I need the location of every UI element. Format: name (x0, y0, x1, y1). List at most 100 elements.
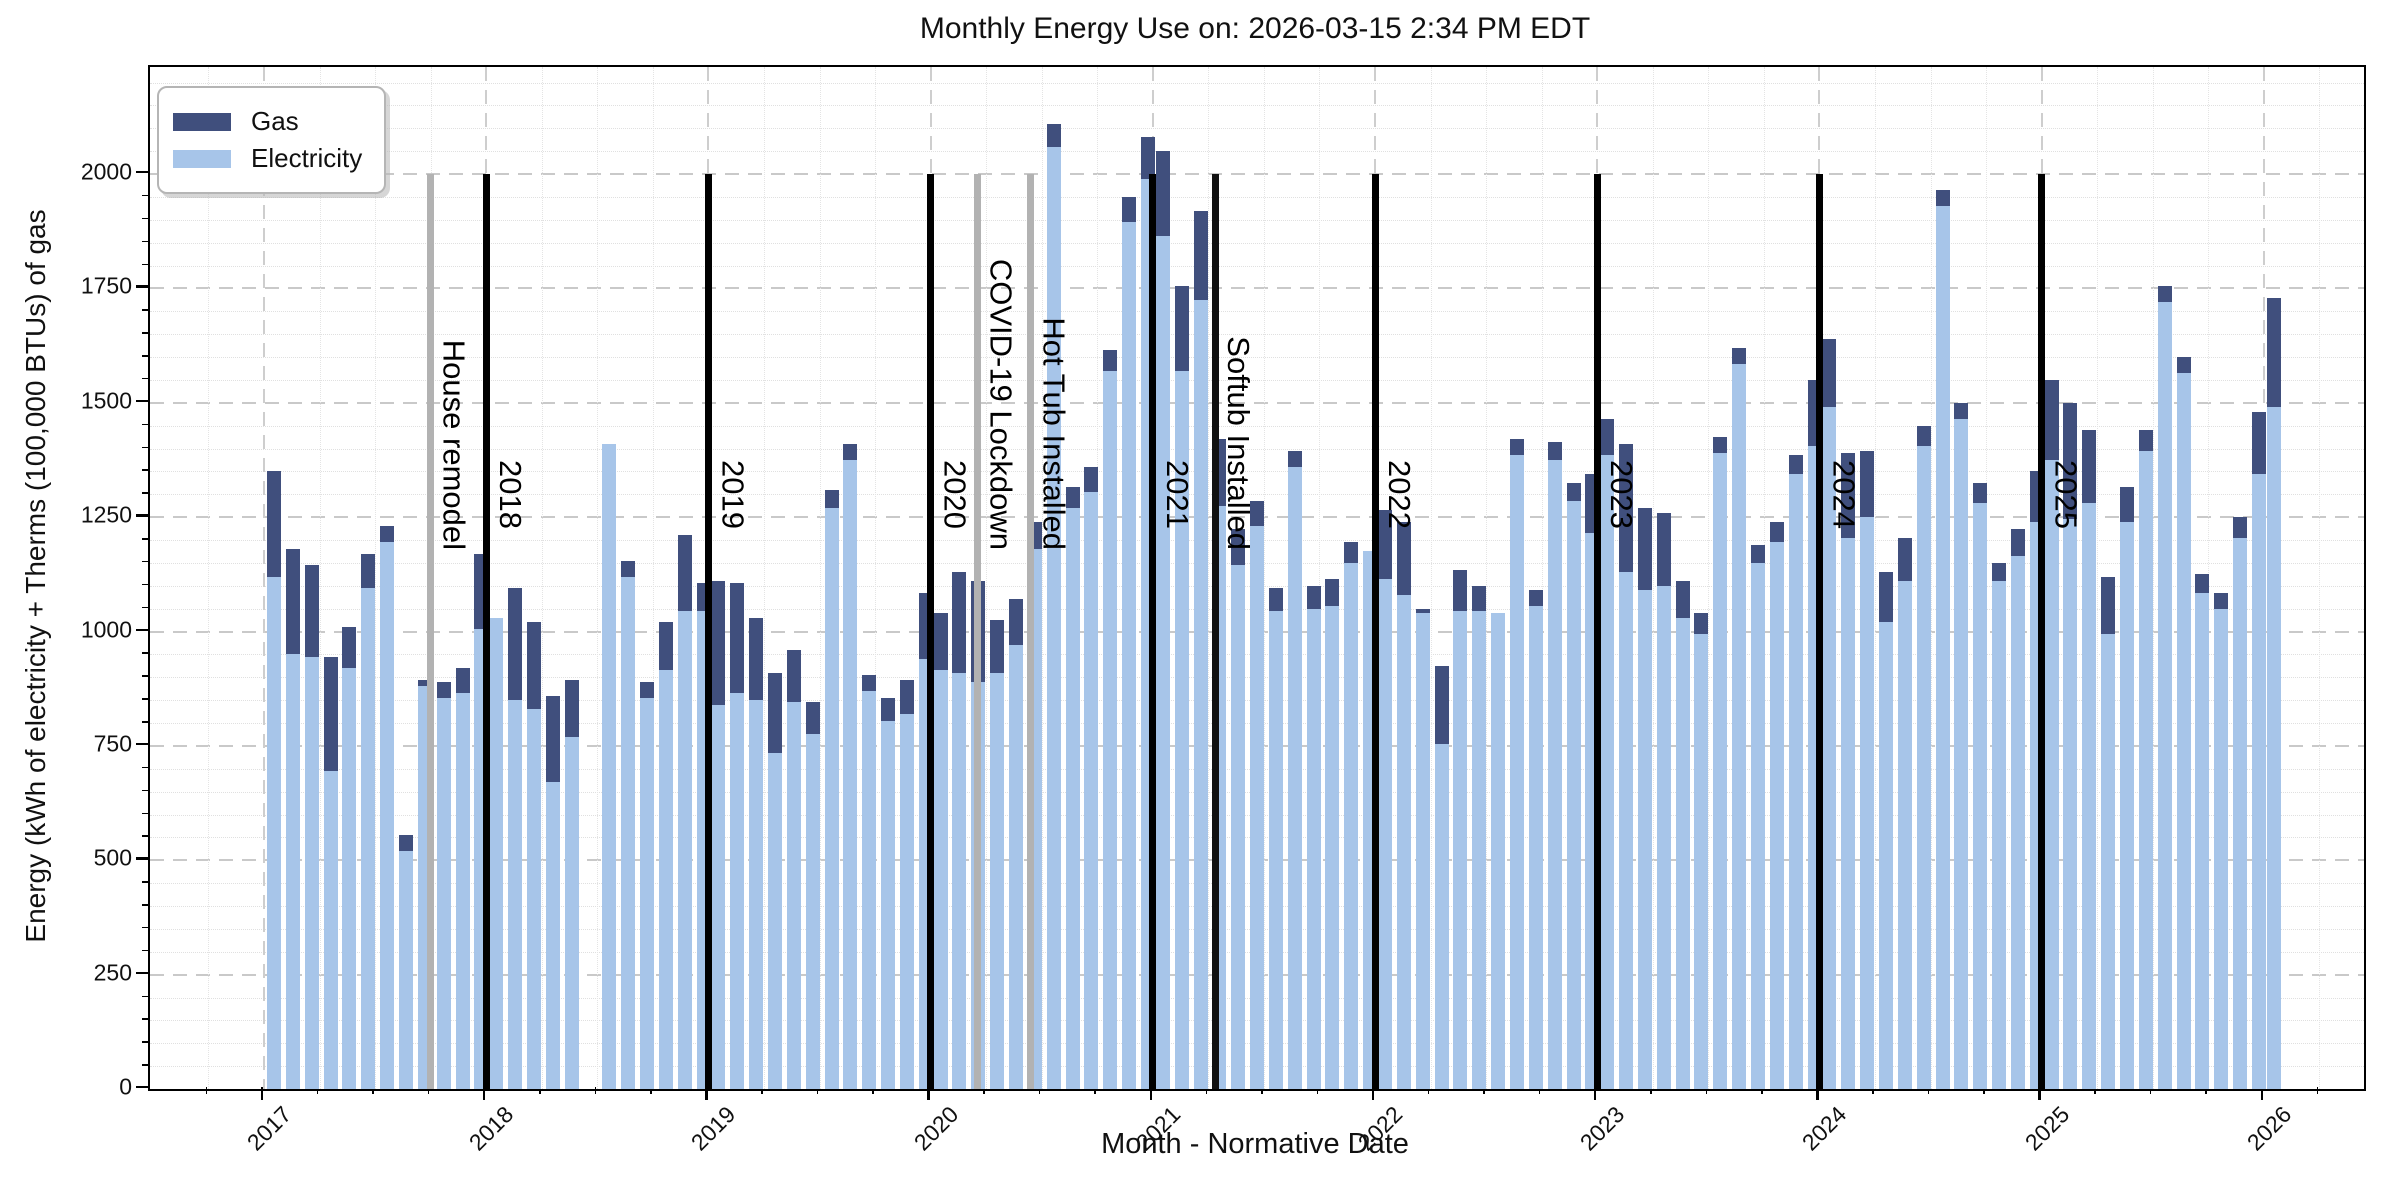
bar-segment-electricity (2214, 608, 2229, 1089)
h-gridline-minor (150, 265, 2364, 267)
y-tick-major (136, 285, 148, 288)
bar-segment-gas (767, 672, 782, 753)
y-tick-label: 1000 (80, 616, 132, 642)
bar-segment-gas (2063, 402, 2078, 520)
bar-segment-gas (621, 560, 636, 577)
y-tick-label: 1250 (80, 501, 132, 528)
bar-segment-gas (323, 656, 338, 772)
bar-segment-electricity (2157, 302, 2172, 1089)
h-gridline-minor (150, 334, 2364, 336)
x-tick-minor (2094, 1087, 2096, 1094)
x-tick-label: 2017 (241, 1101, 297, 1156)
year-line-label: 2024 (1826, 460, 1862, 529)
bar-segment-gas (1009, 599, 1023, 646)
h-gridline-minor (150, 219, 2364, 221)
v-gridline-minor (986, 67, 988, 1089)
bar-segment-electricity (361, 588, 376, 1089)
bar-segment-electricity (323, 771, 338, 1089)
bar-segment-electricity (1231, 565, 1246, 1089)
bar-segment-gas (2138, 430, 2153, 451)
x-tick-minor (1038, 1087, 1041, 1094)
x-tick-major (1594, 1087, 1597, 1100)
h-gridline-minor (150, 379, 2364, 381)
y-tick-label: 0 (119, 1073, 132, 1100)
bar-segment-gas (1954, 402, 1969, 419)
year-line-label: 2023 (1604, 460, 1640, 529)
legend-label-gas: Gas (251, 106, 299, 136)
y-tick-major (136, 628, 148, 631)
bar-segment-electricity (1306, 608, 1321, 1089)
bar-segment-electricity (2063, 519, 2078, 1089)
v-gridline-minor (763, 67, 765, 1089)
event-line-label: House remodel (436, 339, 472, 550)
x-tick-minor (2149, 1087, 2152, 1094)
y-tick-minor (142, 263, 148, 266)
x-tick-label: 2020 (908, 1101, 963, 1156)
event-line-label: COVID-19 Lockdown (983, 258, 1019, 550)
x-tick-minor (983, 1087, 985, 1094)
bar-segment-gas (267, 471, 281, 577)
y-tick-label: 500 (93, 844, 132, 871)
bar-segment-electricity (1822, 407, 1837, 1089)
year-line-2020 (927, 174, 935, 1089)
x-tick-major (2260, 1087, 2263, 1100)
bar-segment-electricity (1897, 581, 1912, 1089)
v-gridline-minor (1541, 67, 1543, 1089)
year-line-label: 2019 (715, 460, 751, 529)
v-gridline-minor (319, 67, 321, 1089)
bar-segment-electricity (564, 736, 579, 1089)
bar-segment-electricity (489, 617, 504, 1089)
bar-segment-electricity (2101, 633, 2116, 1089)
x-tick-major (1371, 1087, 1375, 1100)
bar-segment-gas (990, 620, 1005, 673)
bar-segment-gas (952, 572, 967, 673)
year-line-2018 (482, 174, 490, 1089)
bar-segment-electricity (843, 459, 858, 1089)
year-line-label: 2022 (1382, 460, 1417, 529)
bar-segment-electricity (304, 656, 319, 1089)
bar-segment-gas (1788, 455, 1803, 474)
gas-swatch (173, 112, 231, 131)
bar-segment-electricity (1415, 613, 1430, 1089)
y-tick-minor (142, 377, 148, 380)
x-tick-label: 2025 (2019, 1101, 2074, 1156)
bar-segment-gas (1935, 190, 1950, 206)
y-tick-minor (142, 1064, 148, 1066)
bar-segment-gas (1140, 137, 1155, 179)
y-tick-label: 1500 (80, 387, 132, 414)
bar-segment-electricity (526, 709, 541, 1089)
bar-segment-gas (677, 535, 692, 611)
y-tick-minor (142, 217, 148, 220)
y-tick-minor (142, 538, 148, 540)
v-gridline-minor (2097, 67, 2099, 1089)
bar-segment-electricity (2195, 592, 2210, 1089)
bar-segment-electricity (1344, 562, 1359, 1089)
bar-segment-electricity (1860, 517, 1875, 1089)
bar-segment-electricity (899, 713, 914, 1089)
x-tick-minor (650, 1087, 652, 1094)
h-gridline-minor (150, 196, 2364, 198)
bar-segment-gas (398, 835, 413, 852)
x-tick-label: 2019 (686, 1101, 741, 1156)
bar-segment-gas (2214, 592, 2229, 609)
bar-segment-electricity (1046, 146, 1061, 1089)
bar-segment-electricity (1491, 613, 1506, 1089)
bar-segment-electricity (933, 670, 948, 1089)
event-line-hot-tub-installed (1027, 174, 1035, 1089)
bar-segment-gas (380, 526, 395, 543)
h-gridline-minor (150, 242, 2364, 244)
v-gridline-minor (1041, 67, 1043, 1089)
bar-segment-electricity (1268, 610, 1283, 1089)
bar-segment-gas (2120, 487, 2134, 522)
bar-segment-electricity (621, 576, 636, 1089)
legend: Gas Electricity (157, 86, 387, 194)
bar-segment-gas (1547, 441, 1562, 460)
bar-segment-electricity (2010, 556, 2025, 1089)
bar-segment-electricity (805, 734, 820, 1089)
x-tick-minor (372, 1087, 374, 1094)
y-tick-label: 2000 (80, 158, 132, 185)
bar-segment-electricity (1084, 491, 1099, 1089)
bar-segment-electricity (677, 610, 692, 1089)
bar-segment-gas (1065, 487, 1080, 508)
